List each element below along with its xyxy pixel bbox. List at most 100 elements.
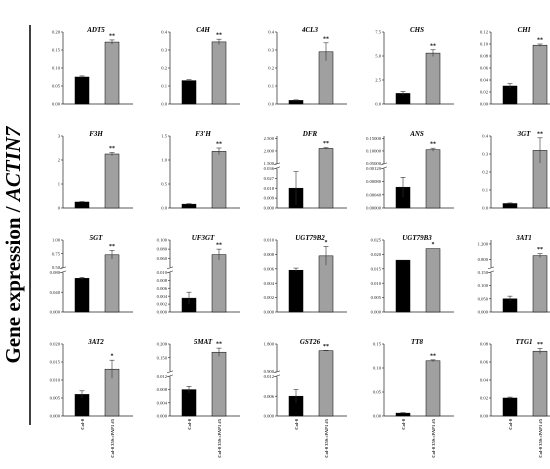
axis-break-mark [273, 162, 281, 166]
bar-col0 [502, 85, 518, 105]
y-tick-label: 0.3 [268, 48, 274, 53]
axis-break-mark [273, 370, 281, 374]
panel-title: UGT79B3 [402, 234, 432, 242]
y-tick-label: 0.012 [157, 374, 168, 379]
y-tick-label: 0.000 [478, 310, 489, 315]
y-tick-label: 0.000 [50, 310, 61, 315]
y-tick-label: 0.0 [482, 206, 488, 211]
y-tick-label: 0.02 [480, 396, 489, 401]
axis-break-mark [166, 266, 174, 270]
y-tick-label: 0.200 [157, 342, 168, 347]
y-tick-label: 0.006 [264, 394, 275, 399]
y-tick-label: 0.005 [50, 396, 61, 401]
significance-marker: ** [537, 247, 543, 253]
chart-panel-ugt79b3: UGT79B3 0.000 0.005 0.010 0.015 0.020 0.025 * [371, 234, 454, 315]
y-tick-label: 0.025 [371, 238, 382, 243]
x-category-label: Col-0 35S::PAP1 #5 [431, 418, 436, 457]
y-tick-label: 0.900 [264, 369, 275, 374]
chart-panel-adt5: ADT5 0.00 0.05 0.10 0.15 0.20 ** [52, 26, 133, 107]
panel-title: F3H [89, 130, 103, 138]
y-tick-label: 0.000 [50, 414, 61, 419]
panel-title: TTG1 [515, 338, 532, 346]
y-axis-label-gene: ACTIN7 [1, 125, 25, 203]
y-tick-label: 0.10 [52, 66, 61, 71]
y-tick-label: 0.1 [268, 84, 274, 89]
bar-pap1 [104, 41, 120, 105]
axis-break-gap [274, 371, 348, 377]
bar-pap1 [425, 248, 441, 313]
y-tick-label: 0.4 [161, 30, 167, 35]
y-tick-label: 0.10 [480, 42, 489, 47]
y-tick-label: 2.5 [375, 78, 381, 83]
y-tick-label: 0.010 [264, 238, 275, 243]
y-tick-label: 0.04 [480, 78, 489, 83]
panel-title: F3′H [195, 130, 211, 138]
axis-break-mark [380, 162, 388, 166]
x-category-label: Col-0 [80, 418, 85, 429]
y-tick-label: 1 [58, 182, 61, 187]
y-tick-label: 0.75 [52, 251, 61, 256]
y-axis-label-prefix: Gene expression / [1, 201, 25, 363]
axis-break-mark [166, 270, 174, 274]
y-tick-label: 1.0 [161, 158, 167, 163]
y-tick-label: 0.004 [157, 294, 168, 299]
bar-col0 [74, 201, 90, 209]
bar-pap1 [532, 44, 548, 105]
axis-break-gap [274, 163, 348, 169]
y-tick-label: 0.009 [264, 196, 275, 201]
chart-panel-ugt79b2: UGT79B2 0.000 0.002 0.004 0.006 0.008 0.010 * [264, 234, 347, 315]
y-tick-label: 0.02 [480, 90, 489, 95]
axis-break-mark [166, 374, 174, 378]
panel-title: UGT79B2 [295, 234, 325, 242]
bar-pap1 [318, 148, 334, 209]
y-tick-label: 0.06 [480, 360, 489, 365]
y-tick-label: 0.010 [371, 281, 382, 286]
panel-grid: ADT50.000.050.100.150.20**C4H0.00.10.20.… [50, 26, 550, 458]
chart-panel-5mat: 5MAT 0.000 0.004 0.008 0.012 0.150 0.200 ** Col-… [157, 338, 241, 458]
axis-break-mark [166, 370, 174, 374]
y-tick-label: 0.4 [268, 30, 274, 35]
bar-pap1 [532, 350, 548, 417]
x-category-label: Col-0 [294, 418, 299, 429]
bar-col0 [502, 203, 518, 209]
y-tick-label: 0.000 [264, 206, 275, 211]
y-tick-label: 0.008 [157, 278, 168, 283]
y-tick-label: 0.10000 [366, 149, 382, 154]
axis-break-mark [59, 266, 67, 270]
y-tick-label: 0.2 [268, 66, 274, 71]
y-tick-label: 0.12 [480, 30, 489, 35]
chart-panel-uf3gt: UF3GT 0.000 0.002 0.004 0.006 0.008 0.010 0.060… [157, 234, 241, 315]
y-tick-label: 0.000 [157, 310, 168, 315]
y-axis-label: Gene expression / ACTIN7 [1, 125, 25, 364]
bar-pap1 [211, 254, 227, 313]
axis-break-gap [60, 267, 134, 273]
chart-panel-ttg1: TTG1 0.00 0.02 0.04 0.06 0.08 ** Col-0 Col-0 35S… [480, 338, 550, 458]
axis-break-mark [487, 266, 495, 270]
y-tick-label: 0.00000 [366, 206, 382, 211]
y-tick-label: 0.05000 [366, 161, 382, 166]
significance-marker: ** [216, 243, 222, 249]
y-tick-label: 0.10 [373, 366, 382, 371]
bar-pap1 [318, 350, 334, 417]
y-tick-label: 0.004 [264, 281, 275, 286]
panel-title: 4CL3 [301, 26, 318, 34]
x-category-label: Col-0 35S::PAP1 #5 [324, 418, 329, 457]
y-tick-label: 0.150 [478, 270, 489, 275]
y-tick-label: 0.100 [478, 283, 489, 288]
panel-title: 5MAT [194, 338, 213, 346]
y-tick-label: 0.04 [480, 378, 489, 383]
axis-break-gap [167, 267, 241, 273]
y-tick-label: 0.00 [373, 414, 382, 419]
y-tick-label: 1.800 [264, 342, 275, 347]
panel-title: CHI [518, 26, 531, 34]
axis-break-mark [487, 270, 495, 274]
y-tick-label: 0.0 [268, 102, 274, 107]
panel-title: GST26 [300, 338, 321, 346]
significance-marker: * [325, 240, 328, 246]
y-tick-label: 0.2 [482, 170, 488, 175]
significance-marker: ** [430, 142, 436, 148]
y-tick-label: 0.027 [264, 176, 275, 181]
